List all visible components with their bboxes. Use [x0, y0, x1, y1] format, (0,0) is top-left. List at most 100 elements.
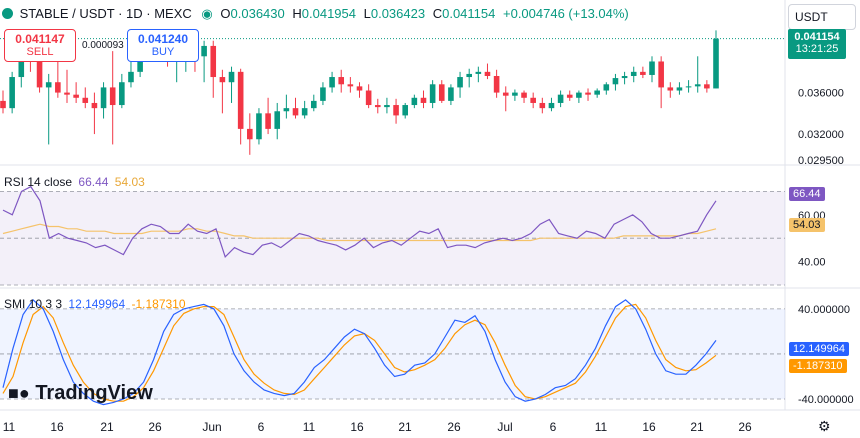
last-price-badge: 0.041154 13:21:25 — [788, 29, 846, 59]
sell-label: SELL — [26, 46, 54, 58]
smi-params: 10 3 3 — [28, 297, 63, 311]
candle-body — [548, 102, 555, 109]
candle-body — [466, 73, 472, 78]
candle-body — [64, 92, 70, 95]
time-axis-label: 16 — [642, 420, 656, 434]
candle-body — [329, 77, 335, 88]
candle-body — [292, 108, 299, 116]
currency-select[interactable]: USDT — [788, 4, 856, 30]
smi-value-badge: 12.149964 — [789, 342, 849, 356]
countdown-value: 13:21:25 — [795, 43, 839, 55]
price-tick-label: 0.032000 — [798, 129, 844, 141]
smi-signal-value: -1.187310 — [131, 297, 186, 311]
candle-body — [612, 78, 619, 85]
time-axis-label: Jun — [202, 420, 221, 434]
candle-body — [429, 84, 436, 103]
rsi-legend[interactable]: RSI 14 close 66.44 54.03 — [4, 175, 145, 189]
time-axis-label: 11 — [3, 420, 16, 434]
candle-body — [502, 92, 509, 96]
high-value: 0.041954 — [301, 6, 356, 21]
candle-body — [274, 111, 281, 129]
time-axis-label: 16 — [350, 420, 364, 434]
smi-line — [2, 298, 717, 406]
price-tick-label: 0.029500 — [798, 155, 844, 167]
candle-body — [119, 82, 125, 106]
candle-body — [301, 108, 308, 116]
time-axis-label: 16 — [50, 420, 64, 434]
low-value: 0.036423 — [370, 6, 426, 21]
smi-value-badge-text: 12.149964 — [793, 343, 845, 355]
rsi-tick-label: 40.00 — [798, 257, 826, 269]
candle-body — [530, 97, 536, 103]
candle-body — [310, 100, 317, 109]
candle-body — [237, 71, 244, 129]
candle-body — [393, 105, 399, 116]
candle-body — [704, 84, 710, 89]
candle-body — [55, 82, 61, 93]
rsi-params: 14 close — [27, 175, 73, 189]
candle-body — [521, 92, 527, 98]
candle-body — [109, 87, 116, 106]
candle-body — [0, 100, 6, 109]
candle-body — [658, 61, 664, 88]
rsi-value-badge: 66.44 — [789, 187, 825, 201]
candle-body — [45, 82, 52, 88]
currency-select-value: USDT — [795, 10, 828, 24]
candle-body — [356, 86, 363, 91]
tradingview-logo-icon: ■● — [8, 383, 30, 403]
rsi-value: 66.44 — [78, 175, 109, 189]
candle-body — [201, 45, 207, 57]
time-axis-label: 11 — [595, 420, 608, 434]
time-axis-label: 26 — [447, 420, 461, 434]
buy-button[interactable]: 0.041240 BUY — [127, 29, 199, 62]
close-label: C — [432, 6, 443, 21]
buy-label: BUY — [151, 46, 175, 58]
candle-body — [685, 86, 692, 88]
tradingview-logo[interactable]: ■● TradingView — [8, 382, 153, 405]
time-axis-label: 26 — [738, 420, 752, 434]
rsi-ma-badge-text: 54.03 — [793, 219, 821, 231]
candle-body — [448, 87, 454, 101]
time-axis-label: 11 — [303, 420, 316, 434]
smi-legend[interactable]: SMI 10 3 3 12.149964 -1.187310 — [4, 297, 186, 311]
candle-body — [128, 71, 134, 83]
time-axis-label: 21 — [100, 420, 114, 434]
candle-body — [320, 87, 326, 101]
candle-body — [649, 61, 655, 75]
candle-body — [667, 87, 674, 91]
eye-icon[interactable]: ◉ — [201, 6, 213, 21]
candle-body — [475, 71, 482, 74]
close-value: 0.041154 — [442, 6, 496, 21]
candle-body — [265, 113, 271, 129]
candle-body — [210, 45, 217, 78]
candle-body — [365, 90, 372, 106]
candle-body — [676, 87, 683, 91]
gear-icon[interactable]: ⚙ — [818, 418, 831, 434]
candle-body — [457, 77, 463, 88]
last-price-value: 0.041154 — [794, 31, 840, 43]
smi-signal-line — [2, 303, 717, 402]
candle-body — [219, 77, 226, 83]
candle-body — [347, 84, 354, 87]
time-axis-label: 26 — [148, 420, 162, 434]
candle-body — [621, 76, 628, 79]
high-label: H — [292, 6, 302, 21]
candle-body — [283, 108, 290, 112]
rsi-ma-line — [2, 223, 717, 242]
candle-body — [36, 61, 43, 88]
candle-body — [402, 105, 409, 116]
candle-body — [603, 84, 610, 91]
candle-body — [384, 105, 390, 108]
sell-price: 0.041147 — [15, 32, 65, 46]
symbol-legend[interactable]: STABLE / USDT · 1D · MEXC ◉ O0.036430 H0… — [2, 6, 629, 22]
candle-body — [420, 97, 427, 103]
rsi-ma-badge: 54.03 — [789, 218, 825, 232]
sell-button[interactable]: 0.041147 SELL — [4, 29, 76, 62]
candle-body — [100, 87, 107, 109]
candle-body — [694, 84, 701, 87]
candle-body — [91, 102, 98, 109]
candle-body — [557, 94, 564, 103]
candle-body — [484, 71, 491, 76]
candle-body — [566, 94, 573, 98]
